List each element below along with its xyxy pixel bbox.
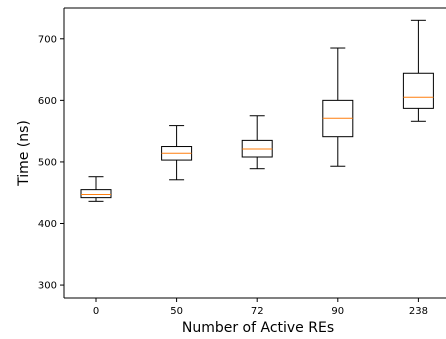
box-238 [402, 19, 434, 122]
x-axis-label: Number of Active REs [182, 320, 334, 336]
box-72 [241, 115, 273, 170]
x-tick-label: 0 [93, 306, 99, 317]
x-tick-label: 72 [251, 306, 264, 317]
x-tick-label: 238 [409, 306, 428, 317]
y-tick-label: 700 [38, 34, 57, 45]
box-iqr [80, 189, 112, 199]
plot-area: 3004005006007000507290238300 [38, 7, 446, 317]
y-tick-label: 400 [38, 219, 57, 230]
x-tick-label: 90 [331, 306, 344, 317]
x-tick-label: 50 [170, 306, 183, 317]
box-iqr [402, 72, 434, 109]
y-tick-label: 500 [38, 157, 57, 168]
box-90 [322, 47, 354, 167]
box-50 [161, 125, 193, 181]
y-axis-label: Time (ns) [16, 120, 32, 187]
box-0 [80, 176, 112, 202]
y-tick-label: 600 [38, 96, 57, 107]
y-tick-label: 300 [38, 281, 57, 292]
